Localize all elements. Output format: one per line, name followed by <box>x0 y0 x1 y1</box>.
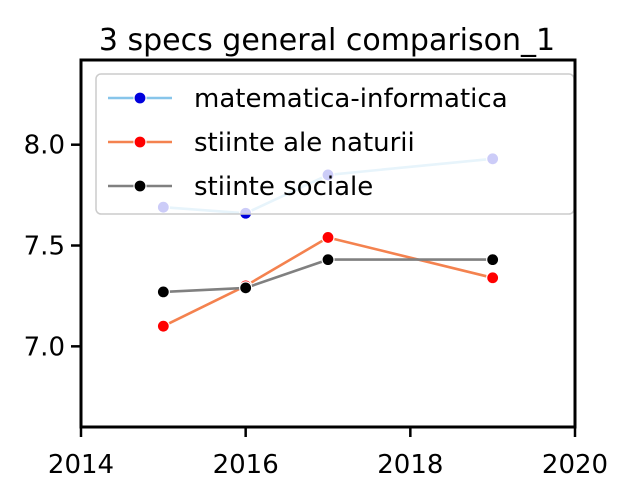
legend-marker-3 <box>133 179 147 193</box>
legend-marker-1 <box>133 91 147 105</box>
series-3-point-1 <box>156 285 170 299</box>
legend-label-1: matematica-informatica <box>194 84 508 114</box>
legend-label-2: stiinte ale naturii <box>194 128 415 158</box>
legend-marker-2 <box>133 135 147 149</box>
series-line-3 <box>163 258 493 294</box>
x-tick-label-4: 2020 <box>542 450 608 480</box>
series-3-point-3 <box>321 253 335 267</box>
series-3-point-2 <box>239 281 253 295</box>
y-tick-label-1: 7.0 <box>24 332 65 362</box>
plot-frame <box>79 58 577 429</box>
legend-label-3: stiinte sociale <box>194 172 373 202</box>
series-2-point-3 <box>321 230 335 245</box>
series-3-point-4 <box>486 253 500 267</box>
y-tick-label-3: 8.0 <box>24 131 65 161</box>
chart-title: 3 specs general comparison_1 <box>99 23 555 58</box>
y-tick-label-2: 7.5 <box>24 232 65 262</box>
series-2-point-1 <box>156 319 170 333</box>
x-tick-label-3: 2018 <box>377 450 443 480</box>
x-tick-label-1: 2014 <box>48 450 114 480</box>
series-line-2 <box>162 236 494 328</box>
x-tick-label-2: 2016 <box>213 450 279 480</box>
series-2-point-4 <box>486 271 500 285</box>
legend: matematica-informatica stiinte ale naturi… <box>95 73 575 215</box>
axes: 2014 2016 2018 2020 7.0 7.5 8.0 <box>24 58 608 480</box>
